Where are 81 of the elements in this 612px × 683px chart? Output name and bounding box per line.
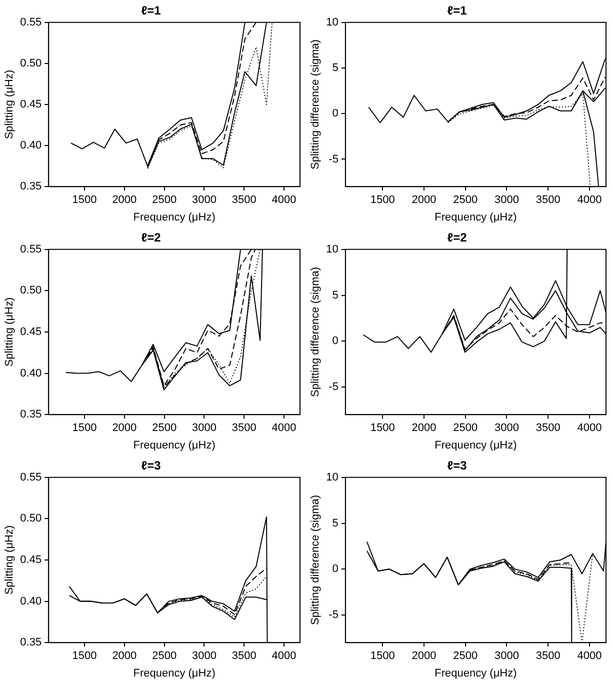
x-tick-label: 2000	[412, 194, 436, 206]
x-axis-title: Frequency (μHz)	[133, 211, 216, 224]
y-tick-label: 0.40	[20, 595, 42, 608]
x-tick-label: 3000	[494, 194, 519, 206]
y-tick-label: 0.40	[20, 367, 42, 380]
y-tick-label: 0.45	[20, 98, 42, 111]
y-tick-label: 0.45	[20, 554, 42, 566]
x-tick-label: 2500	[453, 194, 478, 206]
y-axis-title: Splitting (μHz)	[4, 525, 16, 595]
y-tick-label: 0	[332, 335, 338, 348]
chart-title: ℓ=2	[447, 230, 468, 245]
x-tick-label: 3000	[192, 650, 216, 662]
x-tick-label: 2000	[412, 422, 436, 434]
chart-title: ℓ=2	[141, 230, 162, 245]
y-tick-label: 10	[326, 16, 338, 28]
y-tick-label: 5	[332, 289, 338, 302]
x-axis-title: Frequency (μHz)	[434, 211, 517, 224]
x-tick-label: 4000	[272, 194, 296, 206]
y-tick-label: 0.55	[20, 16, 42, 28]
x-tick-label: 4000	[577, 422, 602, 434]
x-tick-label: 3500	[232, 650, 256, 662]
y-tick-label: 0.50	[20, 284, 42, 297]
x-axis-title: Frequency (μHz)	[133, 439, 216, 452]
y-axis-title: Splitting (μHz)	[4, 70, 16, 140]
y-tick-label: -5	[328, 609, 338, 622]
x-tick-label: 1500	[370, 422, 395, 434]
x-tick-label: 3000	[494, 422, 519, 434]
y-tick-label: 0.35	[20, 408, 42, 421]
y-tick-label: 0.55	[20, 243, 42, 256]
x-axis-title: Frequency (μHz)	[434, 667, 517, 680]
x-axis-title: Frequency (μHz)	[434, 439, 517, 452]
x-tick-label: 2500	[453, 422, 478, 434]
y-tick-label: 0.40	[20, 140, 42, 152]
x-tick-label: 3500	[232, 194, 256, 206]
y-tick-label: 5	[332, 62, 338, 74]
x-tick-label: 1500	[72, 650, 97, 662]
x-tick-label: 3500	[536, 194, 560, 206]
y-axis-title: Splitting difference (sigma)	[310, 266, 322, 398]
x-tick-label: 4000	[577, 194, 602, 206]
y-tick-label: 0	[332, 563, 338, 576]
y-tick-label: -5	[328, 381, 338, 394]
y-tick-label: 0.50	[20, 512, 42, 525]
x-tick-label: 4000	[577, 650, 602, 662]
y-tick-label: 0.45	[20, 326, 42, 338]
x-tick-label: 3000	[192, 422, 216, 434]
x-tick-label: 1500	[72, 422, 97, 434]
y-axis-title: Splitting difference (sigma)	[310, 494, 322, 626]
y-tick-label: 10	[326, 243, 338, 256]
x-tick-label: 2000	[112, 422, 137, 434]
x-tick-label: 4000	[272, 422, 296, 434]
x-tick-label: 4000	[272, 650, 296, 662]
x-tick-label: 3500	[536, 650, 560, 662]
x-tick-label: 3000	[494, 650, 519, 662]
chart-title: ℓ=1	[141, 4, 162, 18]
x-tick-label: 3500	[232, 422, 256, 434]
chart-title: ℓ=3	[141, 458, 162, 473]
x-tick-label: 2000	[112, 650, 137, 662]
y-tick-label: 0.50	[20, 57, 42, 70]
y-axis-title: Splitting difference (sigma)	[310, 39, 322, 170]
x-tick-label: 2500	[152, 422, 177, 434]
chart-title: ℓ=3	[447, 458, 468, 473]
x-tick-label: 2500	[152, 194, 177, 206]
y-tick-label: -5	[328, 153, 338, 166]
x-tick-label: 2000	[112, 194, 137, 206]
x-axis-title: Frequency (μHz)	[133, 667, 216, 680]
x-tick-label: 3000	[192, 194, 216, 206]
y-tick-label: 0.35	[20, 636, 42, 649]
y-tick-label: 10	[326, 471, 338, 484]
x-tick-label: 2500	[453, 650, 478, 662]
y-tick-label: 5	[332, 517, 338, 530]
x-tick-label: 1500	[370, 650, 395, 662]
x-tick-label: 2500	[152, 650, 177, 662]
x-tick-label: 3500	[536, 422, 560, 434]
y-tick-label: 0.35	[20, 180, 42, 193]
y-axis-title: Splitting (μHz)	[4, 297, 16, 367]
x-tick-label: 1500	[72, 194, 97, 206]
chart-title: ℓ=1	[447, 4, 468, 18]
y-tick-label: 0	[332, 108, 338, 120]
x-tick-label: 1500	[370, 194, 395, 206]
x-tick-label: 2000	[412, 650, 436, 662]
y-tick-label: 0.55	[20, 471, 42, 484]
